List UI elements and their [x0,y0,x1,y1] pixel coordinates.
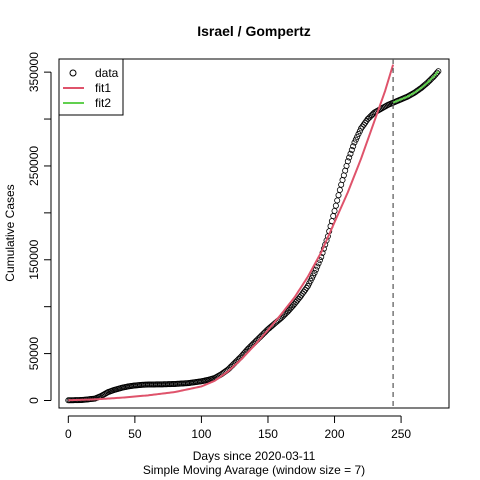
y-tick-label: 250000 [27,146,41,186]
data-point [331,213,336,218]
x-tick-label: 200 [325,427,345,441]
x-tick-label: 150 [258,427,278,441]
data-point [336,193,341,198]
legend-label-fit1: fit1 [95,81,111,95]
data-point [332,208,337,213]
data-point [313,267,318,272]
data-point [297,295,302,300]
data-point [337,187,342,192]
x-tick-label: 250 [391,427,411,441]
y-tick-label: 0 [27,397,41,404]
x-axis-label: Days since 2020-03-11 [193,449,316,463]
data-point [296,296,301,301]
data-point [333,203,338,208]
data-point [295,298,300,303]
chart-title: Israel / Gompertz [197,23,311,39]
x-tick-label: 50 [128,427,142,441]
x-axis-sublabel: Simple Moving Avarage (window size = 7) [143,463,365,477]
y-tick-label: 50000 [27,337,41,371]
y-tick-label: 150000 [27,239,41,279]
legend-label-data: data [95,66,119,80]
y-tick-label: 350000 [27,52,41,92]
data-point [335,198,340,203]
y-axis-label: Cumulative Cases [3,184,17,281]
x-tick-label: 100 [191,427,211,441]
legend-label-fit2: fit2 [95,96,111,110]
x-tick-label: 0 [65,427,72,441]
